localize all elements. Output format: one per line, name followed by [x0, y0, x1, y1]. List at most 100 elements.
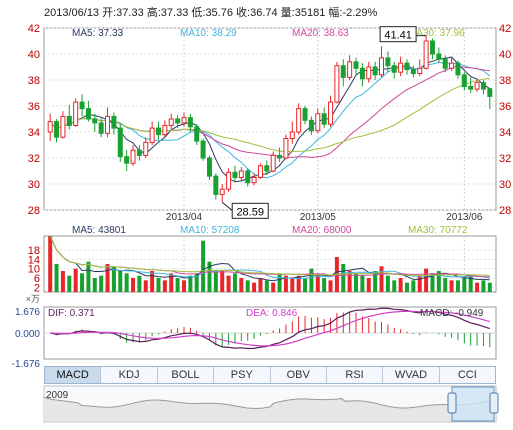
- volume-bar: [455, 280, 460, 292]
- tab-cci[interactable]: CCI: [457, 369, 477, 381]
- candle-body: [328, 101, 334, 125]
- candle-body: [187, 117, 193, 128]
- volume-bar: [392, 280, 397, 292]
- price-tick-label-left: 38: [28, 75, 40, 87]
- volume-bar: [48, 236, 53, 292]
- candle-body: [105, 115, 111, 134]
- candle-body: [245, 170, 251, 184]
- candle-body: [213, 175, 219, 195]
- volume-bar: [105, 264, 110, 292]
- volume-bar: [309, 268, 314, 292]
- price-tick-label-right: 40: [499, 49, 511, 61]
- macd-legend-label: MACD: -0.949: [420, 308, 484, 319]
- ma-legend-label: MA30: 37.96: [408, 28, 465, 39]
- price-tick-label-left: 32: [28, 153, 40, 165]
- price-tick-label-left: 36: [28, 101, 40, 113]
- tab-boll[interactable]: BOLL: [158, 367, 215, 383]
- candle-body: [308, 119, 314, 132]
- volume-ma-legend-label: MA30: 70772: [408, 225, 468, 236]
- macd-legend-label: DEA: 0.846: [246, 308, 298, 319]
- macd-dea-line: [50, 310, 490, 347]
- ma-legend-label: MA5: 37.33: [72, 28, 124, 39]
- volume-tick-label: 18: [28, 245, 40, 257]
- candle-body: [156, 127, 161, 136]
- volume-bar: [169, 273, 174, 292]
- tab-kdj[interactable]: KDJ: [101, 367, 158, 383]
- volume-bar: [436, 271, 441, 292]
- low-annotation-label: 28.59: [236, 206, 264, 218]
- price-tick-label-right: 34: [499, 127, 511, 139]
- macd-tick-label: 0.000: [15, 329, 40, 340]
- candle-body: [92, 118, 98, 124]
- stock-info-line: 2013/06/13 开:37.33 高:37.33 低:35.76 收:36.…: [44, 7, 378, 19]
- price-tick-label-right: 38: [499, 75, 511, 87]
- volume-bar: [443, 278, 448, 292]
- volume-bar: [430, 273, 435, 292]
- volume-bar: [201, 240, 206, 292]
- candle-body: [353, 61, 359, 69]
- ma30-line: [49, 78, 490, 153]
- indicator-tabs: MACD KDJ BOLL PSY OBV RSI WVAD CCI: [44, 366, 496, 384]
- candle-body: [251, 177, 257, 184]
- volume-bar: [252, 282, 257, 292]
- candle-body: [359, 67, 365, 80]
- candle-body: [302, 108, 308, 121]
- volume-bar: [188, 275, 193, 292]
- navigator-selection-window: [451, 386, 495, 422]
- price-tick-label-right: 32: [499, 153, 511, 165]
- volume-tick-label: 6: [34, 273, 40, 285]
- volume-bar: [150, 271, 155, 292]
- tab-obv[interactable]: OBV: [271, 367, 327, 383]
- volume-bar: [398, 278, 403, 292]
- volume-bar: [143, 280, 148, 292]
- candle-body: [480, 82, 486, 90]
- date-tick-label: 2013/04: [166, 212, 203, 223]
- price-tick-label-left: 40: [28, 49, 40, 61]
- candle-body: [289, 131, 295, 139]
- navigator-left-handle[interactable]: [447, 392, 457, 414]
- low-annotation-box: [231, 202, 269, 219]
- volume-bar: [411, 280, 416, 292]
- navigator-right-handle[interactable]: [489, 392, 499, 414]
- candle-body: [232, 171, 238, 179]
- date-tick-label: 2013/06: [446, 212, 483, 223]
- volume-bar: [60, 271, 65, 292]
- candle-body: [442, 58, 448, 69]
- volume-ma10-line: [49, 235, 490, 279]
- candle-body: [461, 74, 467, 88]
- tab-macd[interactable]: MACD: [45, 367, 102, 383]
- volume-bar: [92, 278, 97, 292]
- tab-wvad[interactable]: WVAD: [383, 367, 440, 383]
- candle-body: [200, 140, 206, 159]
- tab-psy[interactable]: PSY: [214, 367, 271, 383]
- candle-body: [391, 65, 397, 73]
- candle-body: [270, 154, 276, 172]
- tab-rsi[interactable]: RSI: [327, 367, 384, 383]
- candle-body: [47, 121, 53, 133]
- volume-bar: [194, 273, 199, 292]
- volume-bar: [296, 275, 301, 292]
- macd-tick-label: -1.676: [12, 359, 41, 370]
- volume-bar: [347, 271, 352, 292]
- volume-bar: [354, 273, 359, 292]
- volume-bar: [328, 280, 333, 292]
- volume-bar: [283, 275, 288, 292]
- volume-bar: [220, 271, 225, 292]
- volume-bar: [181, 280, 186, 292]
- candle-body: [423, 40, 429, 69]
- candle-body: [277, 154, 283, 159]
- high-annotation-label: 41.41: [384, 30, 412, 42]
- volume-bar: [73, 268, 78, 292]
- candle-body: [98, 122, 104, 134]
- candle-body: [417, 67, 423, 75]
- volume-bar: [124, 273, 129, 292]
- candle-body: [136, 149, 142, 156]
- candle-body: [79, 101, 85, 110]
- candle-body: [340, 65, 346, 78]
- candle-body: [321, 113, 327, 125]
- price-tick-label-right: 42: [499, 23, 511, 35]
- volume-bar: [462, 278, 467, 292]
- candle-body: [379, 57, 384, 76]
- volume-panel-frame: [43, 235, 497, 293]
